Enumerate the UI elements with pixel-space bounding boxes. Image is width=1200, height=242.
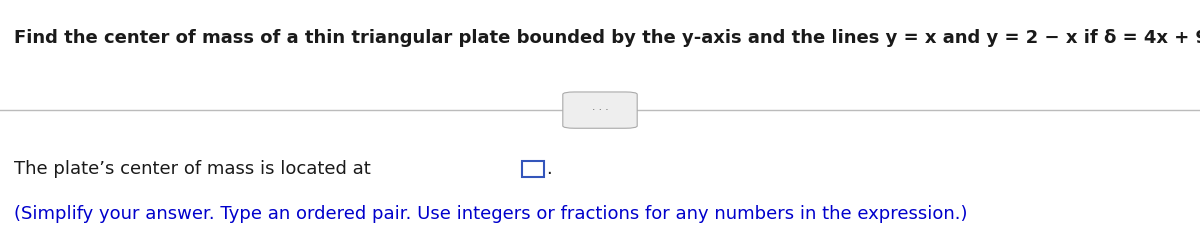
Text: (Simplify your answer. Type an ordered pair. Use integers or fractions for any n: (Simplify your answer. Type an ordered p… — [14, 205, 968, 223]
FancyBboxPatch shape — [563, 92, 637, 128]
Text: Find the center of mass of a thin triangular plate bounded by the y-axis and the: Find the center of mass of a thin triang… — [14, 29, 1200, 47]
Bar — [522, 161, 544, 177]
Text: · · ·: · · · — [592, 105, 608, 115]
Text: .: . — [546, 160, 552, 178]
Text: The plate’s center of mass is located at: The plate’s center of mass is located at — [14, 160, 371, 178]
